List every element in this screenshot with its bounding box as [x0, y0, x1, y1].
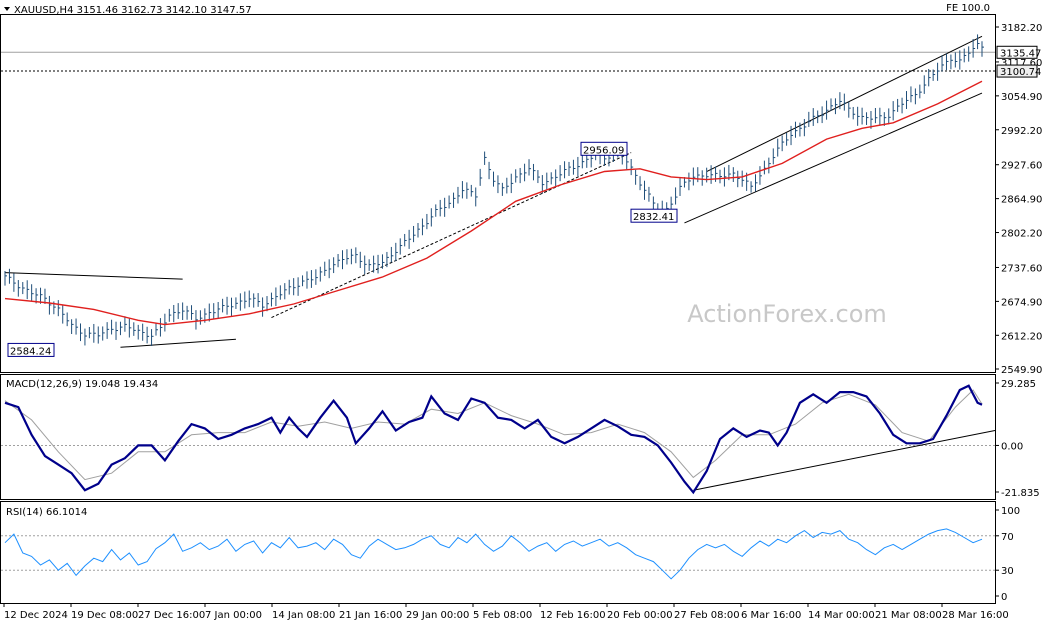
trendline — [4, 272, 183, 280]
price-tag-label: 3135.47 — [1000, 48, 1041, 59]
price-annotation-label: 2584.24 — [10, 346, 51, 357]
price-y-tick-label: 2549.90 — [1001, 365, 1042, 376]
rsi-title: RSI(14) 66.1014 — [6, 507, 87, 518]
price-y-tick-label: 2612.20 — [1001, 331, 1042, 342]
x-tick-label: 7 Jan 00:00 — [205, 610, 262, 621]
macd-y-tick-label: 0.00 — [1001, 441, 1023, 452]
price-annotation-box — [630, 208, 678, 223]
symbol-header: XAUUSD,H4 3151.46 3162.73 3142.10 3147.5… — [14, 5, 252, 16]
axis-layer: 3182.20 3117.60 3054.90 2992.20 2927.60 2864.… — [3, 23, 1042, 621]
x-tick-label: 12 Dec 2024 — [4, 610, 68, 621]
x-tick-label: 12 Feb 16:00 — [540, 610, 606, 621]
macd-title: MACD(12,26,9) 19.048 19.434 — [6, 379, 158, 390]
rsi-y-tick-label: 100 — [1001, 506, 1020, 517]
macd-line — [4, 384, 983, 495]
price-y-tick-label: 3054.90 — [1001, 92, 1042, 103]
trendline — [120, 338, 236, 348]
x-tick-label: 14 Mar 00:00 — [808, 610, 875, 621]
price-annotation-label: 2832.41 — [633, 212, 674, 223]
collapse-triangle-icon[interactable] — [4, 7, 10, 11]
moving-average-line — [4, 80, 983, 326]
watermark: ActionForex.com — [687, 300, 887, 328]
trendline — [271, 152, 632, 319]
macd-trendline — [693, 430, 996, 491]
macd-y-tick-label: 29.285 — [1001, 379, 1036, 390]
price-annotation-label: 2956.09 — [583, 145, 624, 156]
rsi-line — [4, 528, 983, 580]
price-tag-box — [996, 45, 1038, 59]
x-tick-label: 20 Feb 00:00 — [607, 610, 673, 621]
price-tag-label: 3100.74 — [1000, 67, 1041, 78]
x-tick-label: 6 Mar 16:00 — [741, 610, 801, 621]
x-tick-label: 28 Mar 16:00 — [942, 610, 1009, 621]
price-annotation-box — [7, 342, 55, 357]
price-y-tick-label: 3117.60 — [1001, 58, 1042, 69]
macd-layer — [1, 384, 996, 495]
price-y-tick-label: 2737.60 — [1001, 263, 1042, 274]
rsi-y-tick-label: 0 — [1001, 592, 1007, 603]
rsi-y-tick-label: 30 — [1001, 566, 1014, 577]
x-tick-label: 27 Dec 16:00 — [138, 610, 205, 621]
macd-panel-frame — [0, 374, 996, 500]
price-y-tick-label: 2674.90 — [1001, 297, 1042, 308]
macd-y-tick-label: -21.835 — [1001, 488, 1040, 499]
rsi-panel-frame — [0, 501, 996, 604]
x-tick-label: 21 Jan 16:00 — [339, 610, 402, 621]
x-tick-label: 19 Dec 08:00 — [71, 610, 138, 621]
x-tick-label: 27 Feb 08:00 — [674, 610, 740, 621]
x-tick-label: 5 Feb 08:00 — [473, 610, 532, 621]
price-y-tick-label: 2927.60 — [1001, 161, 1042, 172]
rsi-layer — [1, 528, 995, 580]
price-layer: 2584.24 2956.09 2832.41 — [1, 34, 995, 357]
rsi-y-tick-label: 70 — [1001, 532, 1014, 543]
price-y-tick-label: 2992.20 — [1001, 126, 1042, 137]
x-tick-label: 14 Jan 08:00 — [272, 610, 335, 621]
price-y-tick-label: 3182.20 — [1001, 23, 1042, 34]
price-y-tick-label: 2802.20 — [1001, 229, 1042, 240]
x-tick-label: 21 Mar 08:00 — [875, 610, 942, 621]
x-tick-label: 29 Jan 00:00 — [406, 610, 469, 621]
price-y-tick-label: 2864.90 — [1001, 195, 1042, 206]
trendline — [684, 92, 983, 224]
price-annotation-box — [580, 141, 628, 156]
fe-label: FE 100.0 — [946, 3, 990, 14]
price-panel-frame — [0, 14, 996, 373]
price-tag-box — [996, 64, 1038, 78]
